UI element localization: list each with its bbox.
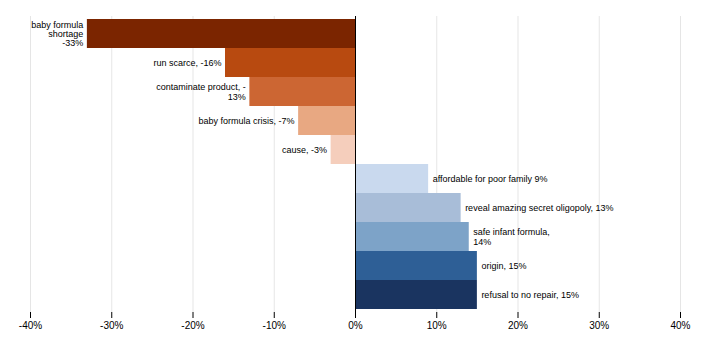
svg-text:refusal to no repair, 15%: refusal to no repair, 15%: [481, 290, 579, 300]
svg-text:cause, -3%: cause, -3%: [282, 145, 327, 155]
svg-text:0%: 0%: [348, 320, 363, 331]
svg-text:-40%: -40%: [19, 320, 42, 331]
svg-text:contaminate product, -13%: contaminate product, -13%: [156, 82, 246, 101]
svg-text:affordable for poor family 9%: affordable for poor family 9%: [433, 174, 548, 184]
svg-text:20%: 20%: [508, 320, 528, 331]
svg-text:-10%: -10%: [263, 320, 286, 331]
svg-text:baby formulashortage-33%: baby formulashortage-33%: [31, 20, 83, 49]
svg-text:30%: 30%: [589, 320, 609, 331]
svg-text:-30%: -30%: [100, 320, 123, 331]
svg-text:10%: 10%: [427, 320, 447, 331]
svg-text:baby formula crisis, -7%: baby formula crisis, -7%: [199, 116, 295, 126]
svg-text:safe infant formula,14%: safe infant formula,14%: [473, 227, 550, 246]
svg-text:-20%: -20%: [181, 320, 204, 331]
svg-text:run scarce, -16%: run scarce, -16%: [153, 58, 221, 68]
svg-text:reveal amazing secret oligopol: reveal amazing secret oligopoly, 13%: [465, 203, 613, 213]
svg-text:origin, 15%: origin, 15%: [481, 261, 526, 271]
svg-text:40%: 40%: [670, 320, 690, 331]
